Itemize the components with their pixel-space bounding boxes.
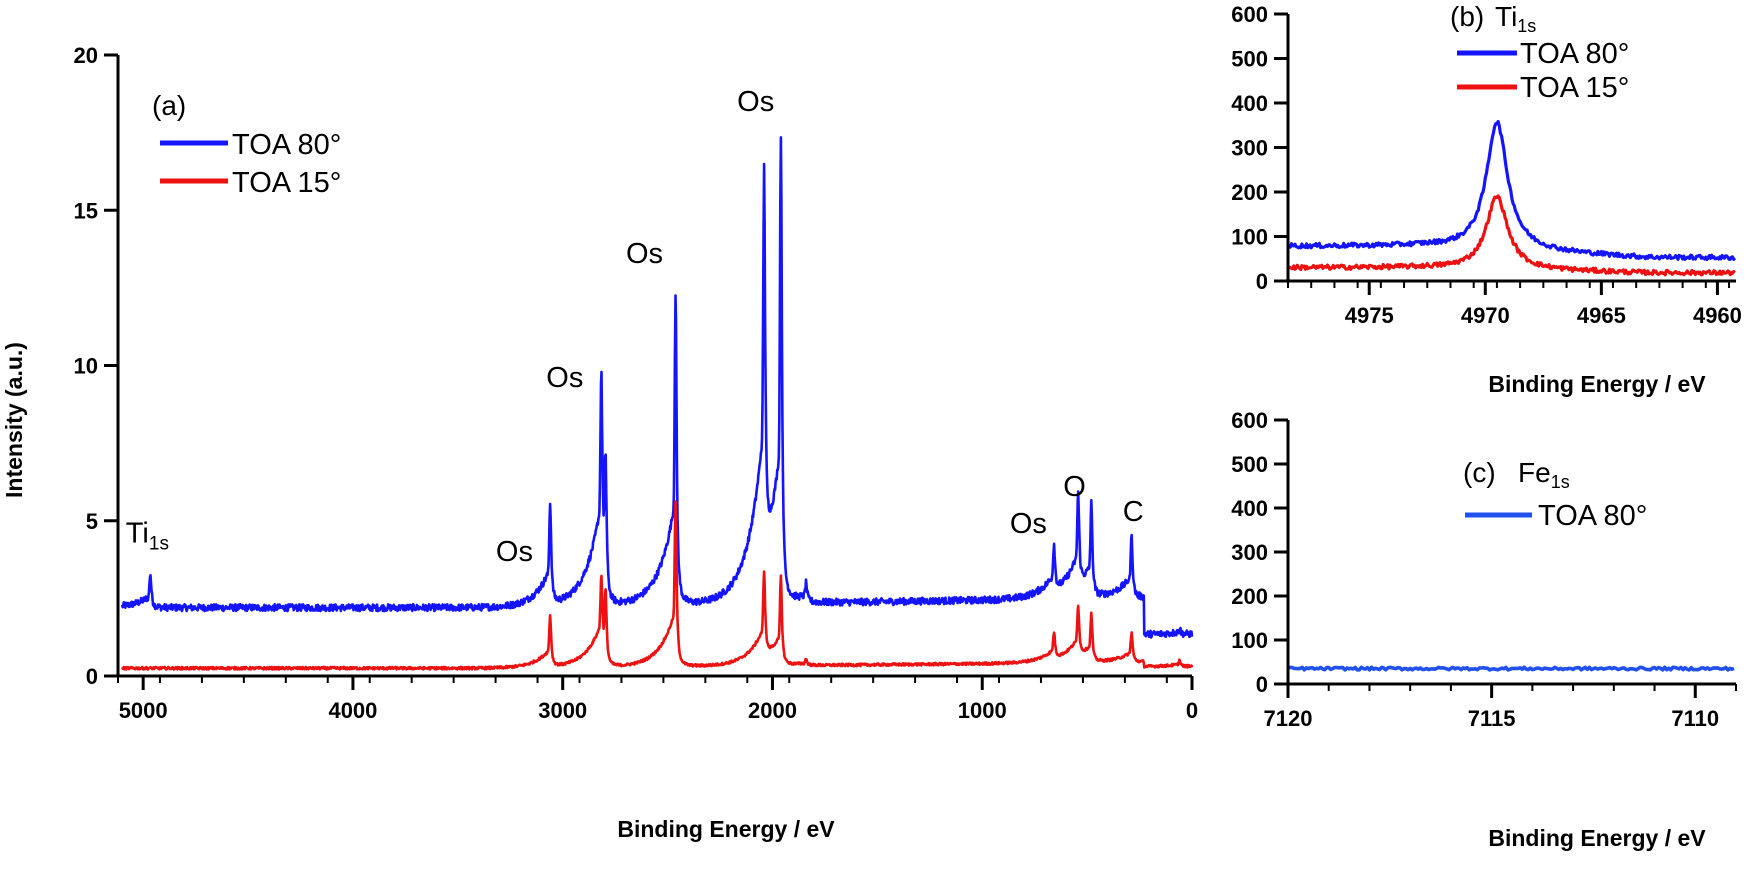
a-ytick-label: 5	[86, 509, 98, 534]
series-a-toa80	[120, 136, 1194, 639]
c-ytick-label: 0	[1256, 672, 1268, 697]
b-xtick-label: 4975	[1345, 303, 1394, 328]
b-ytick-label: 500	[1231, 47, 1268, 72]
annotation-c: C	[1123, 496, 1144, 528]
c-ytick-label: 300	[1231, 540, 1268, 565]
panel-b-title: Ti1s	[1495, 1, 1536, 36]
a-xtick-label: 3000	[538, 698, 587, 723]
series-a-toa15	[121, 500, 1194, 671]
axis-a-ylabel: Intensity (a.u.)	[1, 342, 27, 498]
b-ytick-label: 400	[1231, 91, 1268, 116]
panel-a-label: (a)	[152, 90, 186, 121]
b-xtick-label: 4965	[1577, 303, 1626, 328]
annotation-os: Os	[1010, 508, 1047, 540]
a-xtick-label: 5000	[119, 698, 168, 723]
panel-c-title: Fe1s	[1518, 457, 1570, 492]
b-ytick-label: 0	[1256, 269, 1268, 294]
annotation-os: Os	[626, 238, 663, 270]
axis-c-xlabel: Binding Energy / eV	[1488, 825, 1706, 851]
c-ytick-label: 100	[1231, 628, 1268, 653]
c-ytick-label: 400	[1231, 496, 1268, 521]
a-ytick-label: 15	[74, 198, 98, 223]
c-xtick-label: 7120	[1264, 706, 1313, 731]
c-ytick-label: 200	[1231, 584, 1268, 609]
a-xtick-label: 4000	[328, 698, 377, 723]
c-xtick-label: 7110	[1671, 706, 1719, 731]
b-ytick-label: 100	[1231, 225, 1268, 250]
series-c-toa80	[1287, 665, 1735, 672]
panel-c: 0 100 200 300 400 500 600 7120 7115 7110 (c) Fe1s…	[1231, 408, 1737, 851]
axis-b-xlabel: Binding Energy / eV	[1488, 371, 1706, 397]
b-ytick-label: 600	[1231, 2, 1268, 27]
annotation-o: O	[1063, 471, 1086, 503]
a-ytick-label: 0	[86, 664, 98, 689]
annotation-os: Os	[546, 362, 583, 394]
legend-c-toa80: TOA 80°	[1538, 500, 1647, 532]
b-ytick-label: 300	[1231, 136, 1268, 161]
a-xtick-label: 2000	[748, 698, 797, 723]
c-ytick-label: 500	[1231, 452, 1268, 477]
a-xtick-label: 1000	[958, 698, 1007, 723]
series-b-toa80	[1287, 119, 1737, 261]
legend-a-toa15: TOA 15°	[232, 167, 341, 199]
series-b-toa15	[1286, 194, 1736, 277]
axis-a-xlabel: Binding Energy / eV	[617, 816, 835, 842]
annotation-os: Os	[496, 536, 533, 568]
b-ytick-label: 200	[1231, 180, 1268, 205]
legend-a-toa80: TOA 80°	[232, 129, 341, 161]
a-xtick-label: 0	[1186, 698, 1198, 723]
b-xtick-label: 4960	[1693, 303, 1742, 328]
b-xtick-label: 4970	[1461, 303, 1510, 328]
annotation-os: Os	[737, 86, 774, 118]
annotation-ti1s: Ti1s	[126, 517, 169, 554]
legend-b-toa15: TOA 15°	[1520, 72, 1629, 104]
panel-c-label: (c)	[1463, 457, 1496, 488]
c-xtick-label: 7115	[1468, 706, 1516, 731]
a-ytick-label: 10	[74, 354, 98, 379]
panel-b-label: (b)	[1450, 1, 1484, 32]
c-ytick-label: 600	[1231, 408, 1268, 433]
legend-b-toa80: TOA 80°	[1520, 38, 1629, 70]
panel-a: 0 5 10 15 20 5000 4000 3000 2000 1000 0 Ti1s Os Os Os…	[1, 43, 1198, 842]
a-ytick-label: 20	[74, 43, 98, 68]
